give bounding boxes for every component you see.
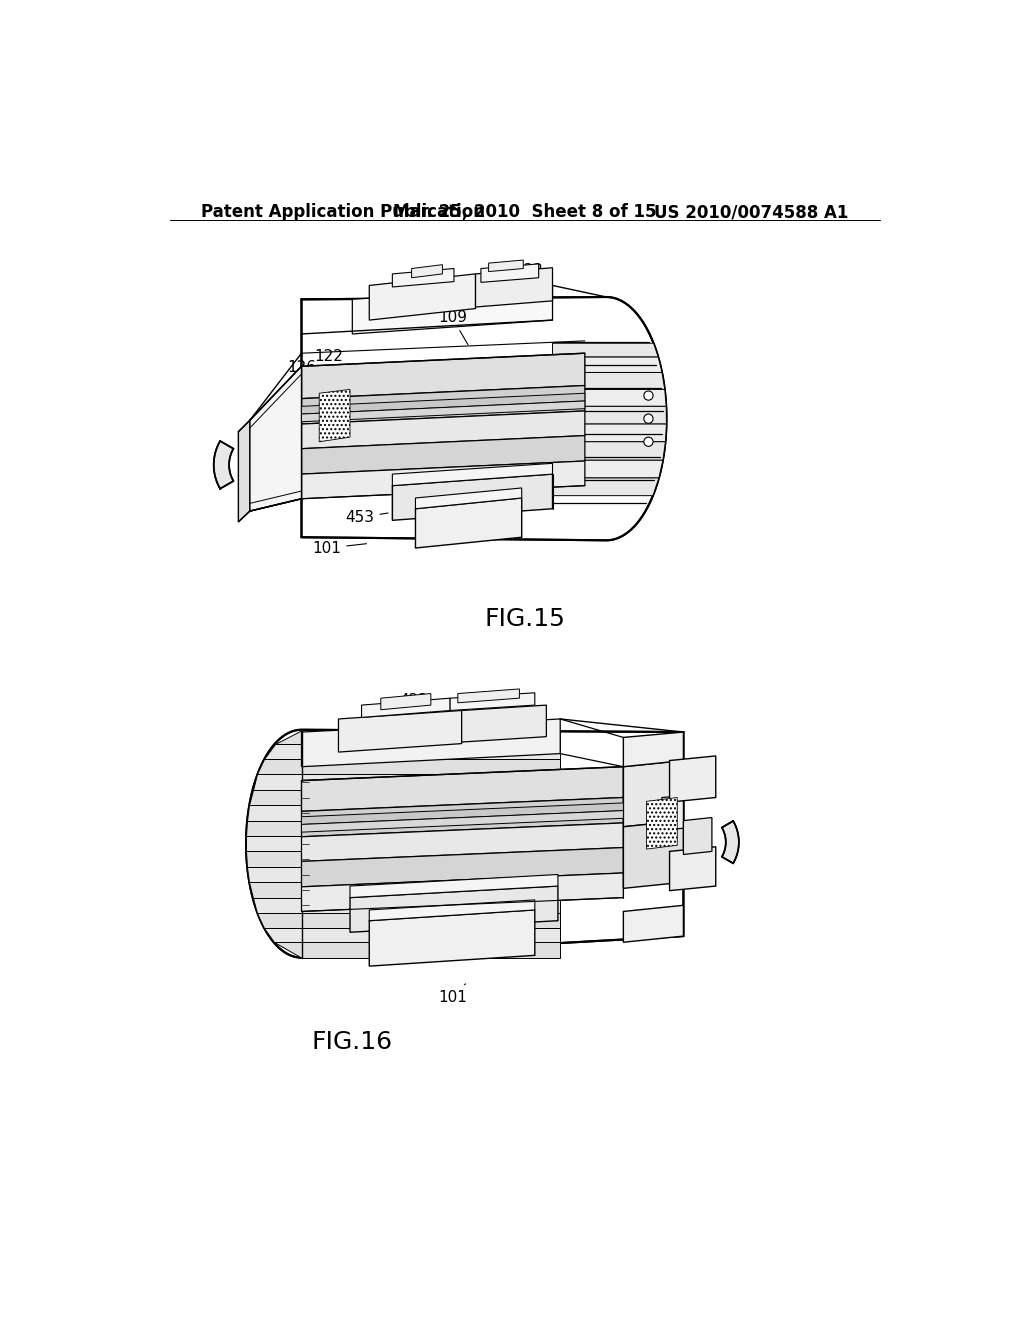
Polygon shape [361, 698, 451, 718]
Polygon shape [475, 268, 553, 308]
Polygon shape [646, 797, 677, 849]
Polygon shape [553, 389, 667, 407]
Polygon shape [301, 847, 624, 887]
Polygon shape [301, 436, 585, 474]
Text: 109: 109 [551, 768, 581, 797]
Polygon shape [481, 264, 539, 282]
Polygon shape [301, 719, 560, 767]
Text: 453: 453 [345, 510, 388, 525]
Polygon shape [239, 420, 250, 521]
Polygon shape [275, 730, 560, 743]
Polygon shape [624, 821, 683, 888]
Circle shape [644, 414, 653, 424]
Text: 422: 422 [399, 693, 428, 725]
Text: FIG.15: FIG.15 [484, 607, 565, 631]
Text: FIG.16: FIG.16 [311, 1031, 392, 1055]
Text: 126: 126 [287, 360, 340, 399]
Circle shape [644, 437, 653, 446]
Polygon shape [247, 805, 560, 821]
Text: 106: 106 [682, 838, 711, 853]
Polygon shape [301, 401, 585, 422]
Polygon shape [553, 343, 658, 358]
Polygon shape [264, 928, 560, 942]
Polygon shape [319, 389, 350, 442]
Text: US 2010/0074588 A1: US 2010/0074588 A1 [654, 203, 848, 220]
Polygon shape [722, 821, 739, 863]
Polygon shape [416, 488, 521, 508]
Polygon shape [301, 393, 585, 414]
Text: 422: 422 [514, 264, 543, 298]
Text: 106: 106 [242, 471, 293, 486]
Polygon shape [247, 867, 560, 882]
Polygon shape [624, 760, 683, 826]
Text: 101: 101 [438, 983, 467, 1005]
Polygon shape [273, 942, 560, 958]
Polygon shape [246, 730, 683, 958]
Polygon shape [250, 367, 301, 511]
Text: 122: 122 [314, 348, 351, 383]
Text: 122: 122 [579, 789, 610, 820]
Polygon shape [683, 817, 712, 854]
Polygon shape [352, 285, 553, 334]
Polygon shape [624, 906, 683, 942]
Polygon shape [301, 810, 624, 832]
Polygon shape [392, 474, 553, 520]
Polygon shape [214, 441, 233, 488]
Polygon shape [257, 759, 560, 775]
Polygon shape [670, 847, 716, 891]
Polygon shape [301, 873, 624, 911]
Polygon shape [301, 767, 624, 812]
Polygon shape [553, 442, 666, 461]
Polygon shape [662, 796, 683, 830]
Polygon shape [488, 260, 523, 272]
Polygon shape [301, 297, 667, 540]
Polygon shape [253, 898, 560, 913]
Text: Patent Application Publication: Patent Application Publication [202, 203, 485, 220]
Polygon shape [301, 803, 624, 825]
Polygon shape [553, 407, 667, 424]
Polygon shape [624, 733, 683, 767]
Polygon shape [250, 367, 301, 511]
Polygon shape [301, 385, 585, 424]
Text: 109: 109 [438, 310, 468, 345]
Polygon shape [249, 882, 560, 898]
Polygon shape [370, 275, 475, 321]
Polygon shape [301, 461, 585, 499]
Polygon shape [339, 710, 462, 752]
Polygon shape [246, 836, 560, 851]
Polygon shape [462, 705, 547, 742]
Polygon shape [249, 789, 560, 805]
Polygon shape [246, 821, 560, 836]
Polygon shape [370, 909, 535, 966]
Polygon shape [350, 886, 558, 932]
Polygon shape [350, 874, 558, 898]
Polygon shape [392, 463, 553, 486]
Polygon shape [553, 478, 658, 496]
Polygon shape [451, 693, 535, 710]
Polygon shape [301, 354, 585, 399]
Polygon shape [553, 461, 663, 478]
Polygon shape [416, 498, 521, 548]
Polygon shape [301, 797, 624, 837]
Polygon shape [301, 822, 624, 862]
Text: Mar. 25, 2010  Sheet 8 of 15: Mar. 25, 2010 Sheet 8 of 15 [393, 203, 656, 220]
Polygon shape [246, 851, 560, 867]
Polygon shape [553, 358, 662, 372]
Polygon shape [264, 743, 560, 759]
Polygon shape [458, 689, 519, 702]
Polygon shape [257, 913, 560, 928]
Polygon shape [553, 424, 667, 442]
Polygon shape [301, 411, 585, 449]
Polygon shape [381, 693, 431, 710]
Polygon shape [392, 268, 454, 286]
Text: 101: 101 [312, 541, 367, 556]
Polygon shape [670, 756, 716, 803]
Polygon shape [370, 900, 535, 921]
Polygon shape [553, 372, 665, 389]
Circle shape [644, 391, 653, 400]
Polygon shape [412, 264, 442, 277]
Text: 126: 126 [634, 763, 663, 791]
Polygon shape [253, 775, 560, 789]
Text: 453: 453 [489, 779, 518, 810]
